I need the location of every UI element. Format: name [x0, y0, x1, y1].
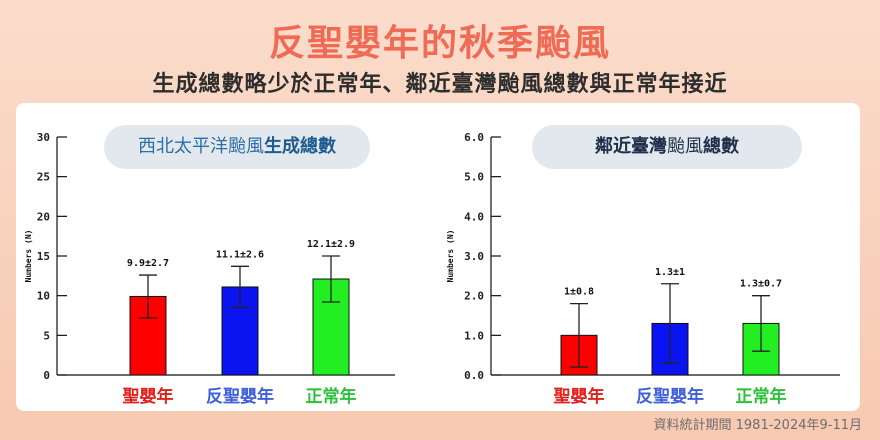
right-value-label-3: 1.3±0.7	[740, 279, 782, 290]
left-category-label-1: 聖嬰年	[123, 386, 174, 407]
right-category-label-1: 聖嬰年	[554, 386, 605, 407]
right-y-axis-label: Numbers (N)	[446, 230, 455, 283]
left-category-label-2: 反聖嬰年	[206, 386, 274, 407]
left-value-label-1: 9.9±2.7	[127, 258, 169, 269]
right-chart-title-part1: 鄰近臺灣	[595, 136, 667, 157]
left-chart-title-part1: 西北太平洋颱風	[138, 136, 264, 157]
left-category-label-3: 正常年	[306, 386, 357, 407]
right-chart-title: 鄰近臺灣颱風總數	[532, 125, 802, 169]
right-category-label-2: 反聖嬰年	[636, 386, 704, 407]
right-y-tick-label: 0.0	[464, 369, 484, 382]
right-y-tick-label: 5.0	[464, 171, 484, 184]
left-y-tick-label: 20	[37, 210, 50, 223]
left-y-tick-label: 25	[37, 171, 50, 184]
right-y-tick-label: 4.0	[464, 210, 484, 223]
left-y-tick-label: 5	[43, 329, 50, 342]
left-y-axis-label: Numbers (N)	[24, 230, 33, 283]
left-value-label-2: 11.1±2.6	[216, 249, 264, 260]
right-y-tick-label: 6.0	[464, 131, 484, 144]
right-y-tick-label: 1.0	[464, 329, 484, 342]
right-value-label-1: 1±0.8	[564, 287, 594, 298]
right-y-tick-label: 2.0	[464, 290, 484, 303]
data-period-note: 資料統計期間 1981-2024年9-11月	[653, 418, 863, 433]
right-category-label-3: 正常年	[736, 386, 787, 407]
left-value-label-3: 12.1±2.9	[307, 239, 355, 250]
left-y-tick-label: 10	[37, 290, 50, 303]
left-chart-title: 西北太平洋颱風生成總數	[104, 125, 370, 169]
page-subtitle: 生成總數略少於正常年、鄰近臺灣颱風總數與正常年接近	[152, 72, 728, 97]
right-chart-title-part2: 颱風	[667, 136, 703, 157]
right-y-tick-label: 3.0	[464, 250, 484, 263]
right-value-label-2: 1.3±1	[655, 267, 685, 278]
left-chart-title-part2: 生成總數	[264, 136, 336, 157]
left-y-tick-label: 15	[37, 250, 50, 263]
page-title: 反聖嬰年的秋季颱風	[268, 23, 611, 64]
right-chart-title-part3: 總數	[703, 136, 739, 157]
left-y-tick-label: 30	[37, 131, 50, 144]
left-y-tick-label: 0	[43, 369, 50, 382]
